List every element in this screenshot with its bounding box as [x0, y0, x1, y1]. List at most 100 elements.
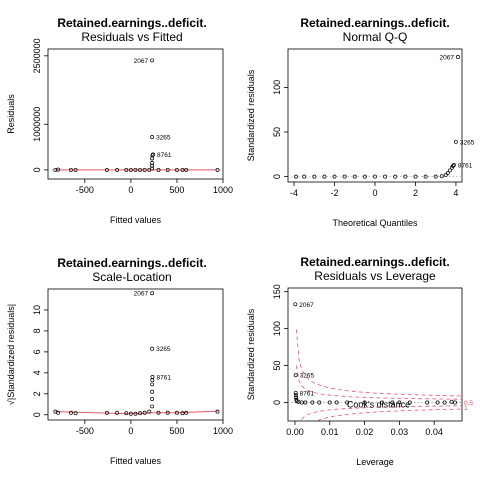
data-point	[138, 167, 143, 172]
y-tick-label: 4	[32, 370, 42, 375]
point-label-8761: 8761	[157, 375, 172, 382]
x-tick-label: 1000	[213, 426, 233, 436]
data-point	[104, 410, 109, 415]
data-point	[383, 174, 388, 179]
y-tick-label: 0	[272, 174, 282, 179]
panel-title: Retained.earnings..deficit.	[300, 255, 449, 269]
data-point	[180, 411, 185, 416]
panel-scale-location: Retained.earnings..deficit.Scale-Locatio…	[6, 256, 233, 466]
x-tick-label: 500	[169, 185, 184, 195]
y-tick-label: 0	[32, 167, 42, 172]
data-point	[69, 410, 73, 415]
panel-subtitle: Residuals vs Leverage	[314, 269, 436, 283]
data-point	[73, 167, 78, 172]
data-point	[303, 400, 308, 405]
point-label-2067: 2067	[439, 55, 454, 62]
cooks-contour-positive	[296, 365, 462, 400]
x-axis-label: Fitted values	[110, 215, 162, 225]
data-point	[310, 400, 315, 405]
data-point	[390, 400, 395, 405]
plot-area	[288, 302, 462, 421]
y-tick-label: 1000000	[32, 107, 42, 142]
qq-reference-line	[288, 175, 462, 178]
data-point	[184, 410, 189, 415]
x-tick-label: 0.03	[391, 427, 409, 437]
y-axis-label: √|Standardized residuals|	[6, 304, 16, 405]
data-point	[312, 174, 317, 179]
data-point	[150, 397, 155, 401]
data-point	[150, 346, 155, 351]
data-point	[150, 161, 155, 165]
data-point	[150, 291, 155, 296]
x-tick-label: 2	[413, 188, 418, 198]
plot-area	[288, 55, 462, 179]
data-point	[165, 167, 170, 172]
data-point	[442, 400, 447, 405]
data-point	[150, 389, 155, 394]
data-point	[397, 400, 402, 405]
data-point	[449, 399, 454, 404]
x-tick-label: 0	[128, 185, 133, 195]
y-tick-label: 100	[272, 80, 282, 95]
data-point	[215, 167, 220, 172]
panel-title: Retained.earnings..deficit.	[57, 16, 206, 30]
plot-area	[53, 291, 220, 416]
data-point	[174, 410, 179, 415]
data-point	[150, 135, 155, 139]
data-point	[362, 400, 367, 405]
point-label-8761: 8761	[458, 163, 473, 170]
x-tick-label: 0.01	[321, 427, 339, 437]
data-point	[56, 410, 61, 415]
x-tick-label: 1000	[213, 185, 233, 195]
y-tick-label: 6	[32, 349, 42, 354]
y-tick-label: 8	[32, 328, 42, 333]
x-tick-label: -500	[76, 185, 94, 195]
plot-area	[48, 58, 223, 172]
x-tick-label: 0.02	[356, 427, 374, 437]
data-point	[133, 167, 138, 172]
point-label-3265: 3265	[156, 135, 171, 142]
y-tick-label: 2500000	[32, 38, 42, 73]
x-tick-label: 500	[169, 426, 184, 436]
y-axis-label: Standardized residuals	[246, 308, 256, 400]
point-label-2067: 2067	[299, 302, 314, 309]
data-point	[150, 58, 155, 63]
data-point	[294, 393, 298, 398]
data-point	[342, 174, 347, 179]
x-tick-label: 0.04	[425, 427, 443, 437]
data-point	[294, 174, 299, 179]
data-point	[133, 411, 138, 416]
data-point	[317, 400, 322, 405]
data-point	[425, 400, 430, 405]
data-point	[150, 156, 155, 161]
data-point	[104, 167, 109, 172]
data-point	[322, 174, 327, 179]
x-tick-label: -4	[290, 188, 298, 198]
data-point	[115, 410, 120, 415]
data-point	[332, 174, 337, 179]
point-label-3265: 3265	[156, 346, 171, 353]
data-point	[128, 167, 133, 172]
data-point	[373, 174, 377, 179]
data-point	[150, 163, 155, 168]
data-point	[142, 410, 147, 415]
data-point	[184, 167, 189, 172]
panel-title: Retained.earnings..deficit.	[57, 256, 206, 270]
x-tick-label: 0	[128, 426, 133, 436]
data-point	[150, 375, 155, 379]
data-point	[294, 395, 298, 400]
point-label-2067: 2067	[134, 291, 149, 298]
point-label-8761: 8761	[157, 152, 172, 159]
data-point	[165, 410, 170, 415]
panel-subtitle: Normal Q-Q	[343, 30, 408, 44]
data-point	[73, 411, 78, 416]
plot-frame	[287, 48, 463, 183]
data-point	[180, 167, 185, 172]
data-point	[352, 174, 357, 179]
data-point	[156, 167, 161, 172]
plot-frame	[47, 48, 224, 180]
data-point	[345, 400, 350, 405]
data-point	[293, 302, 298, 307]
data-point	[151, 152, 155, 157]
